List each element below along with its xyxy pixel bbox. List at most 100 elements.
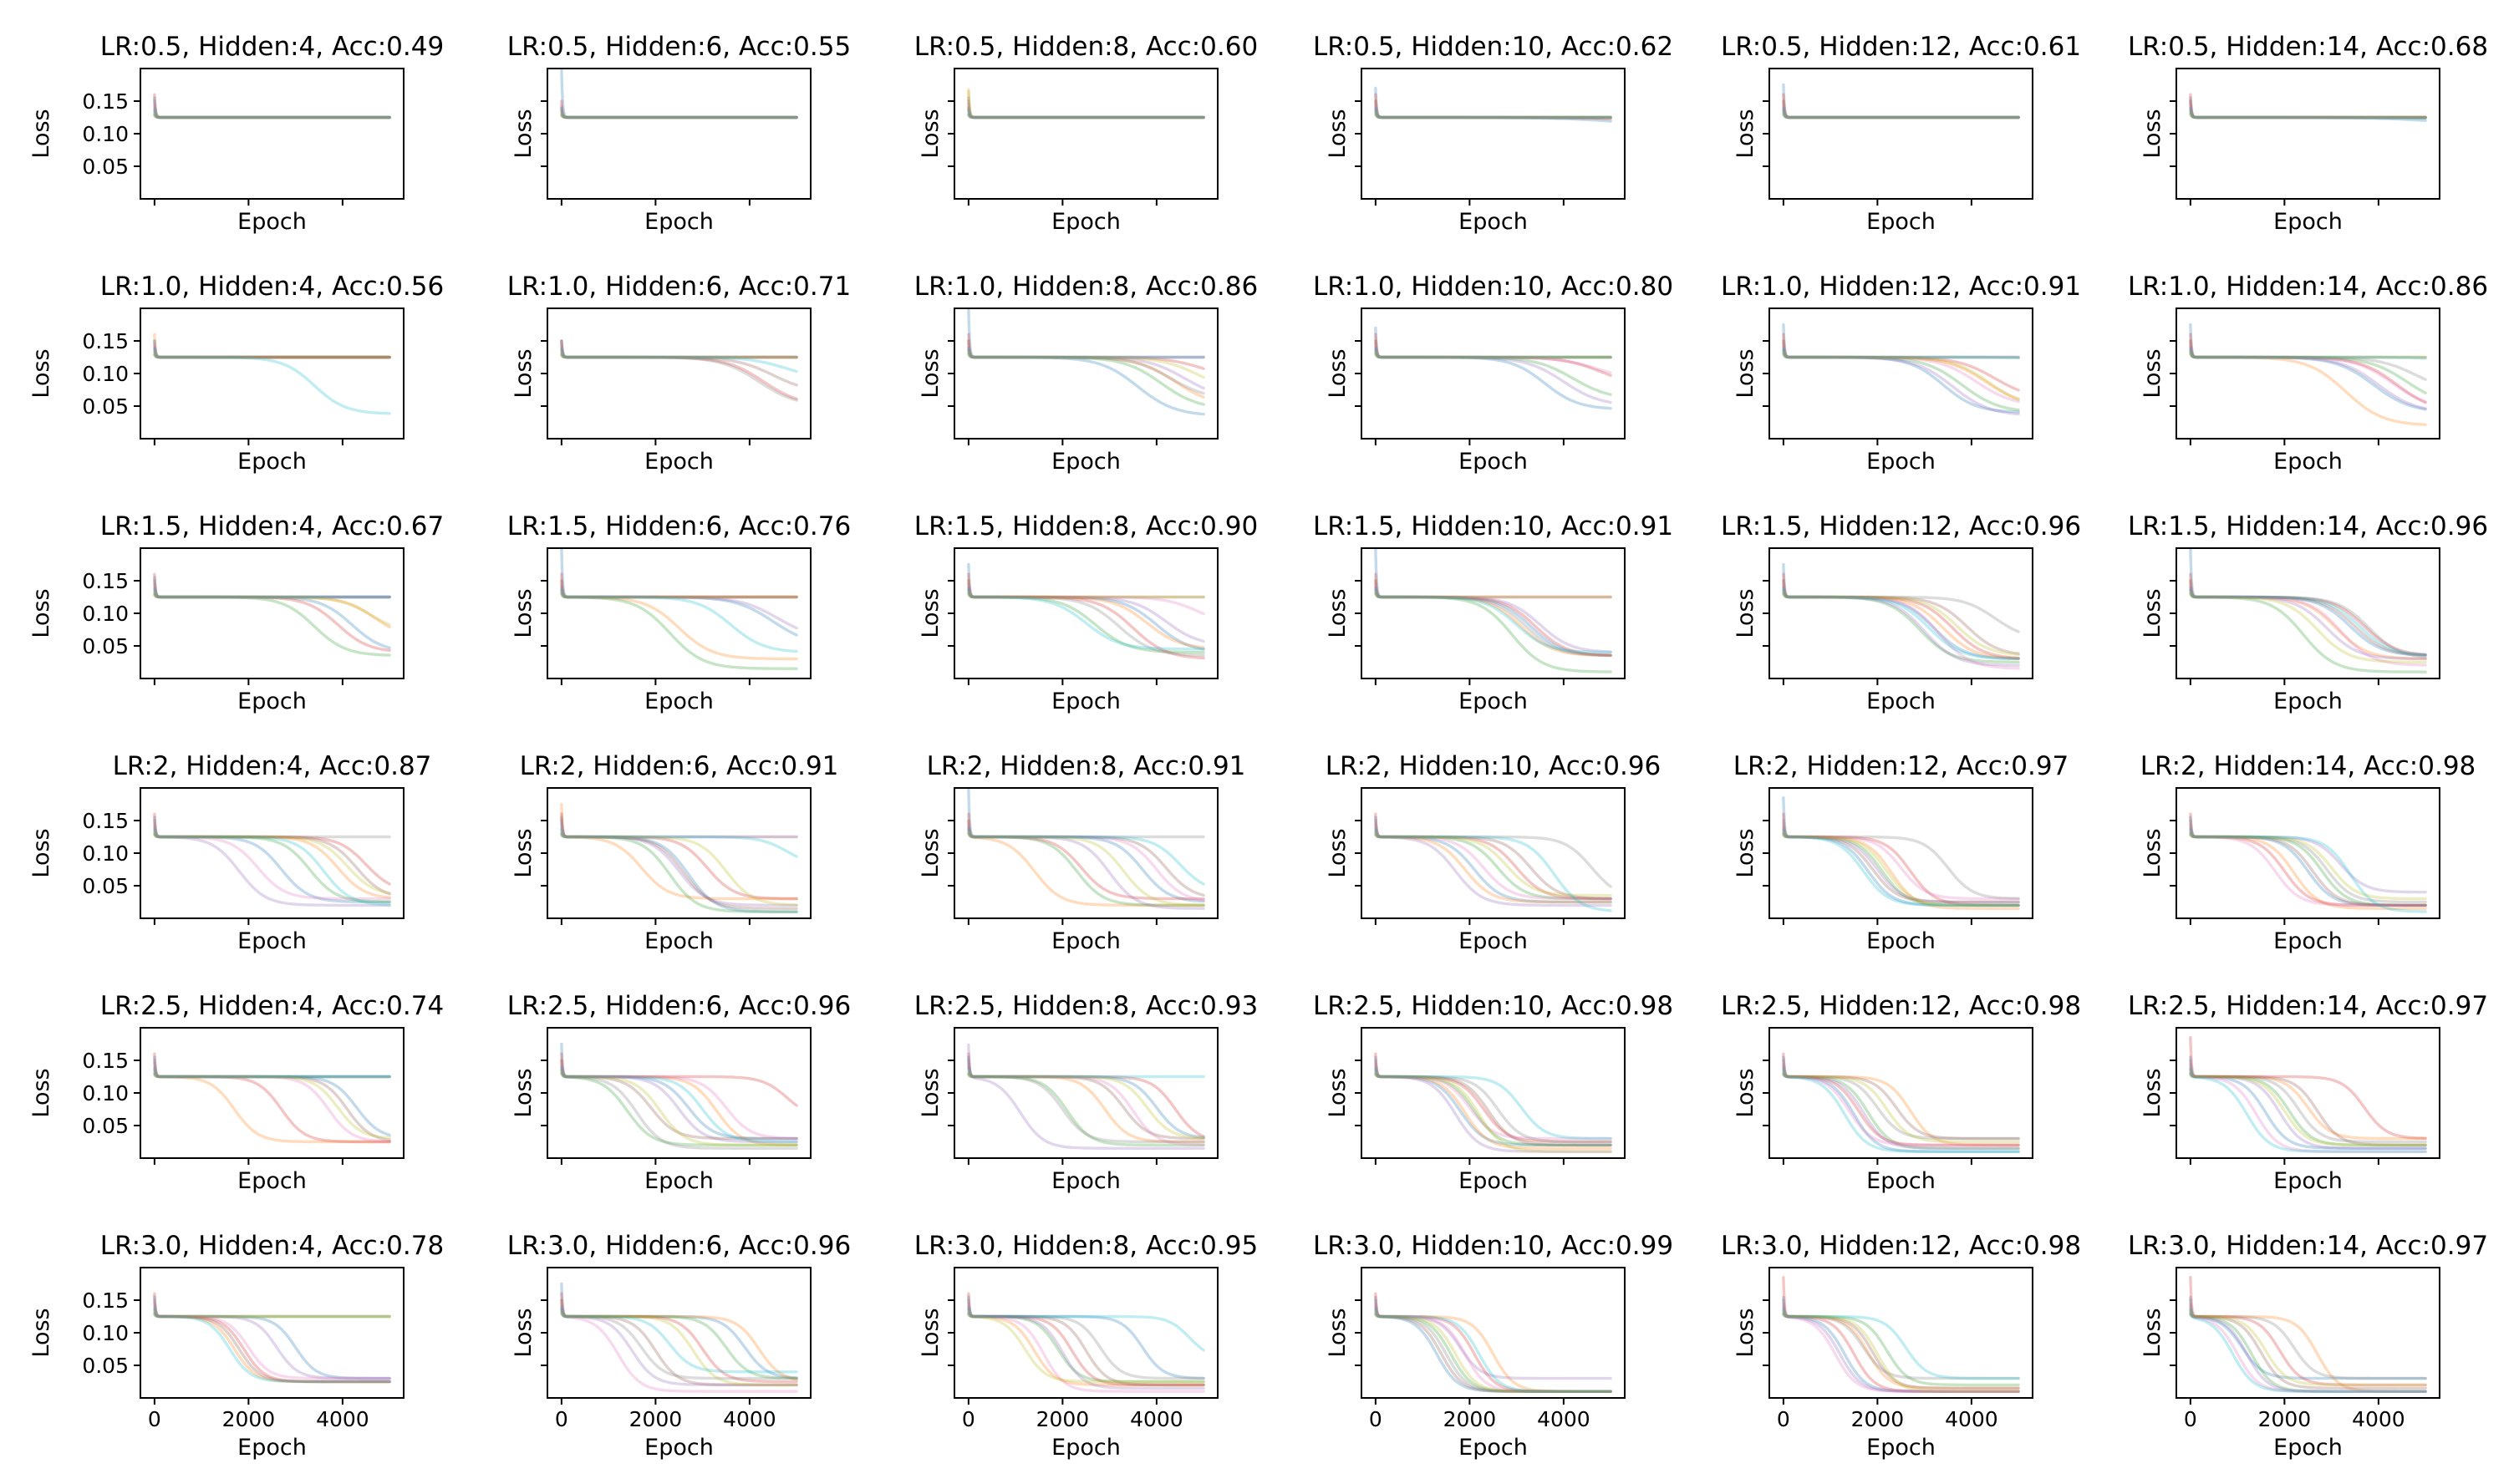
subplot: LR:0.5, Hidden:8, Acc:0.60 Epoch Loss — [914, 32, 1258, 235]
curve-group — [560, 1282, 798, 1393]
loss-curve — [560, 1298, 798, 1380]
subplot-title: LR:2, Hidden:14, Acc:0.98 — [2140, 751, 2476, 781]
loss-curve — [2189, 587, 2427, 657]
loss-curve — [1782, 333, 2020, 392]
subplot: LR:1.5, Hidden:14, Acc:0.96 Epoch Loss — [2128, 511, 2488, 714]
y-axis-label: Loss — [1733, 1068, 1758, 1117]
subplot-title: LR:2, Hidden:10, Acc:0.96 — [1326, 751, 1662, 781]
loss-curve — [560, 69, 798, 119]
loss-curve — [2189, 586, 2427, 661]
loss-curve — [2189, 831, 2427, 907]
x-tick-label: 4000 — [2352, 1407, 2405, 1431]
y-axis-label: Loss — [2140, 1308, 2165, 1357]
subplot-title: LR:3.0, Hidden:8, Acc:0.95 — [914, 1231, 1258, 1261]
loss-curve — [967, 826, 1205, 886]
curve-group — [967, 1292, 1205, 1393]
subplot-title: LR:2, Hidden:6, Acc:0.91 — [520, 751, 839, 781]
loss-curve — [967, 1073, 1205, 1141]
x-axis-label: Epoch — [237, 449, 307, 475]
loss-curve — [1782, 83, 2020, 119]
subplot: LR:3.0, Hidden:6, Acc:0.96 0 2000 4000 Epoch… — [507, 1231, 851, 1461]
loss-curve — [2189, 1073, 2427, 1147]
subplot: LR:0.5, Hidden:14, Acc:0.68 Epoch Loss — [2128, 32, 2488, 235]
y-tick-label: 0.05 — [82, 155, 129, 179]
curve-group — [560, 548, 798, 670]
loss-curve — [560, 1042, 798, 1141]
loss-curve — [2189, 582, 2427, 667]
loss-curve — [1374, 1295, 1612, 1393]
loss-curve — [967, 562, 1205, 651]
loss-curve — [560, 829, 798, 907]
loss-curve — [1374, 1070, 1612, 1153]
loss-curve — [1374, 831, 1612, 901]
loss-curve — [967, 308, 1205, 416]
loss-curve — [560, 1282, 798, 1380]
y-axis-label: Loss — [918, 109, 944, 158]
subplot: LR:0.5, Hidden:4, Acc:0.49 0.05 0.10 0.15 Ep… — [28, 32, 444, 235]
loss-curve — [560, 107, 798, 119]
loss-curve — [560, 582, 798, 599]
loss-curve — [967, 339, 1205, 395]
loss-curve — [967, 1052, 1205, 1138]
loss-curve — [1782, 1071, 2020, 1151]
loss-curve — [153, 587, 391, 599]
loss-curve — [153, 93, 391, 119]
loss-curve — [560, 831, 798, 907]
loss-curve — [560, 1071, 798, 1141]
y-axis-label: Loss — [28, 588, 54, 638]
loss-curve — [560, 339, 798, 359]
loss-curve — [1374, 829, 1612, 907]
loss-curve — [560, 1292, 798, 1384]
loss-curve — [1374, 1306, 1612, 1393]
x-axis-label: Epoch — [1866, 928, 1936, 954]
loss-curve — [1374, 99, 1612, 119]
y-tick-label: 0.05 — [82, 394, 129, 419]
loss-curve — [1782, 109, 2020, 119]
subplot-title: LR:3.0, Hidden:12, Acc:0.98 — [1721, 1231, 2081, 1261]
loss-curve — [1374, 586, 1612, 653]
y-axis-label: Loss — [918, 348, 944, 398]
loss-curve — [1374, 93, 1612, 120]
loss-curve — [1374, 833, 1612, 901]
loss-curve — [967, 346, 1205, 390]
loss-curve — [1374, 1069, 1612, 1153]
loss-curve — [2189, 99, 2427, 119]
loss-curve — [1782, 343, 2020, 404]
loss-curve — [967, 343, 1205, 359]
loss-curve — [1782, 826, 2020, 911]
loss-curve — [560, 592, 798, 599]
loss-curve — [560, 112, 798, 119]
loss-curve — [2189, 1068, 2427, 1151]
loss-curve — [1374, 111, 1612, 119]
loss-curve — [1374, 1055, 1612, 1147]
loss-curve — [2189, 826, 2427, 913]
subplot: LR:2, Hidden:14, Acc:0.98 Epoch Loss — [2140, 751, 2476, 954]
loss-curve — [153, 1066, 391, 1079]
loss-curve — [1374, 349, 1612, 396]
loss-curve — [560, 831, 798, 913]
y-axis-label: Loss — [28, 348, 54, 398]
loss-curve — [153, 591, 391, 627]
y-axis-label: Loss — [511, 588, 537, 638]
loss-curve — [967, 109, 1205, 119]
loss-curve — [967, 1310, 1205, 1384]
x-axis-label: Epoch — [2273, 928, 2343, 954]
subplot: LR:1.5, Hidden:4, Acc:0.67 0.05 0.10 0.15 Ep… — [28, 511, 444, 714]
subplot: LR:2, Hidden:6, Acc:0.91 Epoch Loss — [511, 751, 838, 954]
loss-curve — [967, 586, 1205, 643]
loss-curve — [2189, 819, 2427, 904]
loss-curve — [560, 819, 798, 839]
subplot-title: LR:2.5, Hidden:6, Acc:0.96 — [507, 991, 851, 1021]
loss-curve — [1782, 819, 2020, 901]
subplot: LR:3.0, Hidden:4, Acc:0.78 0 2000 4000 0.05 0… — [28, 1231, 444, 1461]
x-axis-label: Epoch — [1051, 209, 1121, 235]
loss-curve — [560, 816, 798, 913]
x-tick-label: 0 — [555, 1407, 568, 1431]
y-axis-label: Loss — [511, 109, 537, 158]
loss-curve — [153, 1068, 391, 1079]
x-tick-label: 2000 — [1851, 1407, 1905, 1431]
loss-curve — [2189, 548, 2427, 657]
loss-curve — [2189, 816, 2427, 907]
axes-frame — [2176, 68, 2440, 200]
loss-curve — [2189, 1070, 2427, 1147]
